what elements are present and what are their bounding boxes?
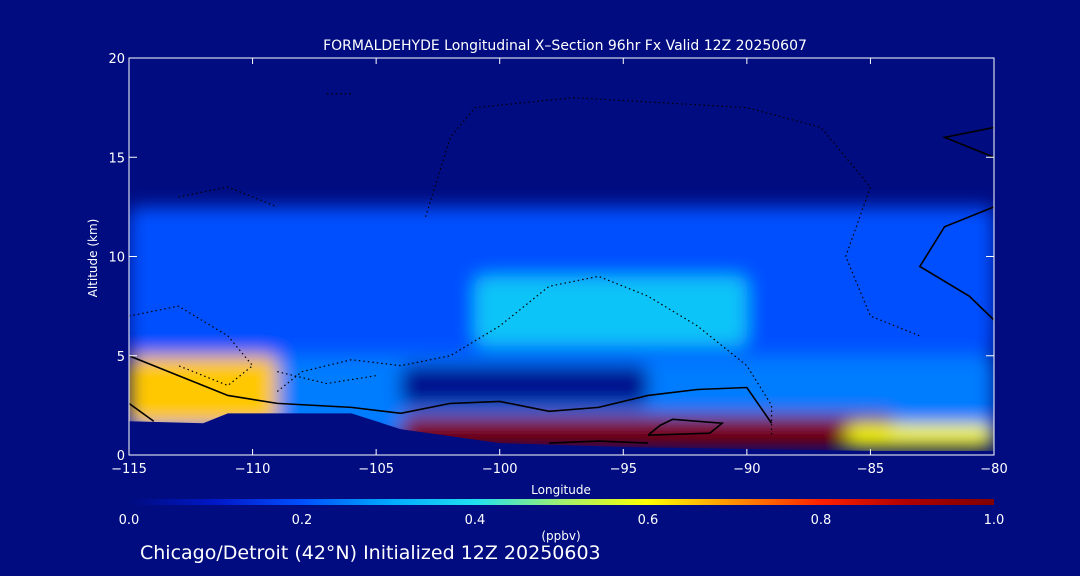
colorbar-ticks: 0.0 0.2 0.4 0.6 0.8 1.0 (119, 513, 1005, 528)
colorbar (129, 499, 994, 505)
colorbar-label: (ppbv) (541, 529, 580, 543)
colorbar-tick-label: 0.6 (638, 513, 659, 528)
colorbar-tick-label: 1.0 (984, 513, 1005, 528)
contour-lines (129, 93, 994, 444)
x-tick-label: −100 (482, 462, 518, 477)
solid-contour (941, 126, 994, 158)
solid-contour (549, 440, 649, 444)
dotted-contour (178, 186, 278, 208)
x-tick-label: −90 (733, 462, 760, 477)
x-tick-label: −95 (610, 462, 637, 477)
x-tick-label: −80 (980, 462, 1007, 477)
colorbar-tick-label: 0.8 (811, 513, 832, 528)
dotted-contour (424, 97, 921, 337)
x-tick-label: −85 (857, 462, 884, 477)
chart-title: FORMALDEHYDE Longitudinal X–Section 96hr… (323, 38, 807, 54)
footer-caption: Chicago/Detroit (42°N) Initialized 12Z 2… (140, 542, 601, 564)
x-axis: −115 −110 −105 −100 −95 −90 −85 −80 (111, 58, 1008, 477)
x-tick-label: −110 (235, 462, 271, 477)
concentration-fields (129, 206, 994, 448)
field-upper-maximum (475, 276, 747, 346)
colorbar-tick-label: 0.4 (465, 513, 486, 528)
x-tick-label: −115 (111, 462, 147, 477)
dotted-contour (129, 305, 254, 387)
solid-contour (129, 402, 155, 422)
y-axis-label: Altitude (km) (86, 219, 100, 298)
colorbar-tick-label: 0.0 (119, 513, 140, 528)
solid-contour (918, 206, 994, 321)
x-axis-label: Longitude (531, 483, 591, 497)
solid-contour (129, 355, 773, 424)
field-western-low-max (129, 355, 278, 426)
y-axis: 0 5 10 15 20 (108, 52, 994, 464)
terrain-mask (129, 413, 994, 455)
field-mid-minimum (400, 365, 648, 406)
colorbar-tick-label: 0.2 (292, 513, 313, 528)
dotted-contour (277, 371, 377, 385)
y-tick-label: 20 (108, 52, 125, 67)
field-eastern-surface (845, 425, 994, 448)
solid-contour (647, 418, 725, 436)
y-tick-label: 10 (108, 251, 125, 266)
plot-area (129, 58, 994, 455)
y-tick-label: 15 (108, 151, 125, 166)
x-tick-label: −105 (358, 462, 394, 477)
y-tick-label: 0 (117, 449, 125, 464)
y-tick-label: 5 (117, 350, 125, 365)
